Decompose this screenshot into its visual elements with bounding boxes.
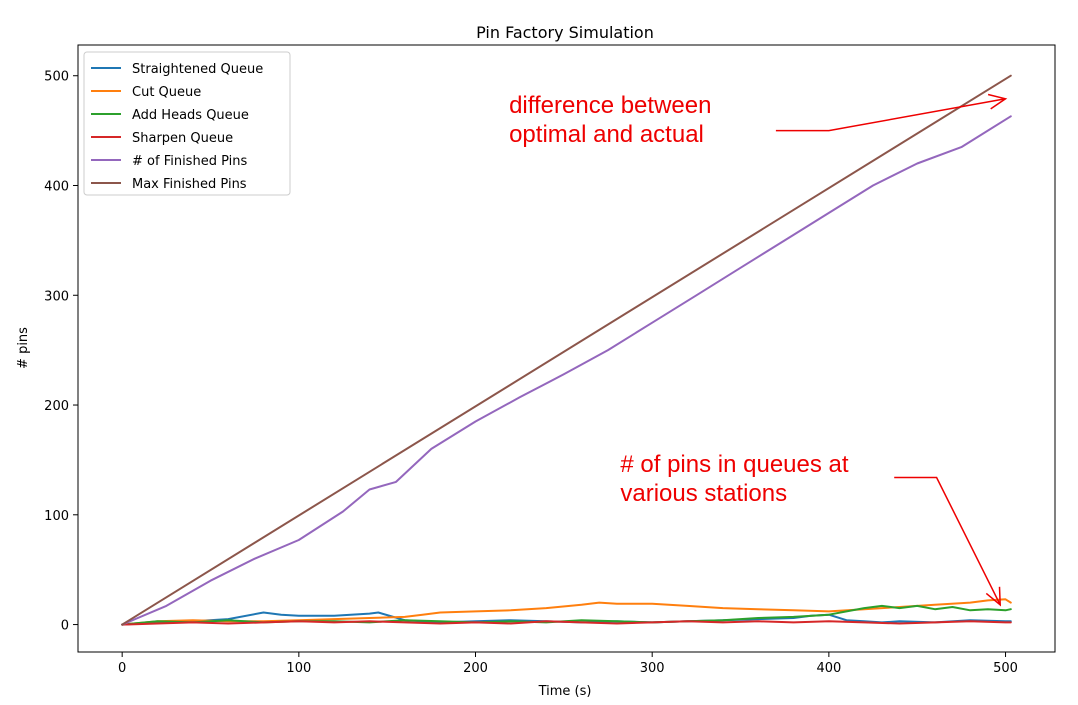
y-axis-label: # pins xyxy=(16,327,31,369)
x-tick-label: 500 xyxy=(993,661,1018,676)
legend-label-2: Add Heads Queue xyxy=(132,108,249,123)
plot-area xyxy=(121,74,1012,626)
y-tick-label: 300 xyxy=(44,289,69,304)
x-tick-label: 100 xyxy=(286,661,311,676)
legend-label-5: Max Finished Pins xyxy=(132,177,247,192)
x-tick-label: 200 xyxy=(463,661,488,676)
x-tick-label: 0 xyxy=(118,661,126,676)
legend-label-1: Cut Queue xyxy=(132,85,201,100)
x-tick-label: 400 xyxy=(816,661,841,676)
x-axis: 0 100 200 300 400 500 xyxy=(118,652,1018,676)
annotation-arrow-0 xyxy=(775,98,1006,132)
annotation-arrowhead-1 xyxy=(985,586,1002,607)
x-axis-label: Time (s) xyxy=(538,684,592,699)
axes-frame xyxy=(77,44,1056,653)
y-axis: 0 100 200 300 400 500 xyxy=(44,70,78,634)
annotation-text-0: optimal and actual xyxy=(509,121,704,148)
series-line-5 xyxy=(121,74,1012,626)
series-line-3 xyxy=(121,620,1012,626)
annotation-text-0: difference between xyxy=(509,92,711,119)
annotation-text-1: # of pins in queues at xyxy=(620,451,848,478)
y-tick-label: 100 xyxy=(44,509,69,524)
annotation-arrowhead-0 xyxy=(987,93,1008,110)
chart-title: Pin Factory Simulation xyxy=(476,23,654,42)
y-tick-label: 400 xyxy=(44,179,69,194)
legend-label-3: Sharpen Queue xyxy=(132,131,233,146)
annotation-arrow-1 xyxy=(894,476,1001,606)
legend-box xyxy=(83,51,291,196)
y-tick-label: 200 xyxy=(44,399,69,414)
y-tick-label: 0 xyxy=(61,619,69,634)
y-tick-label: 500 xyxy=(44,70,69,85)
legend-label-4: # of Finished Pins xyxy=(132,154,247,169)
series-line-4 xyxy=(121,115,1012,626)
legend-label-0: Straightened Queue xyxy=(132,62,263,77)
annotation-text-1: various stations xyxy=(620,480,787,507)
legend: Straightened Queue Cut Queue Add Heads Que… xyxy=(83,51,291,196)
x-tick-label: 300 xyxy=(640,661,665,676)
